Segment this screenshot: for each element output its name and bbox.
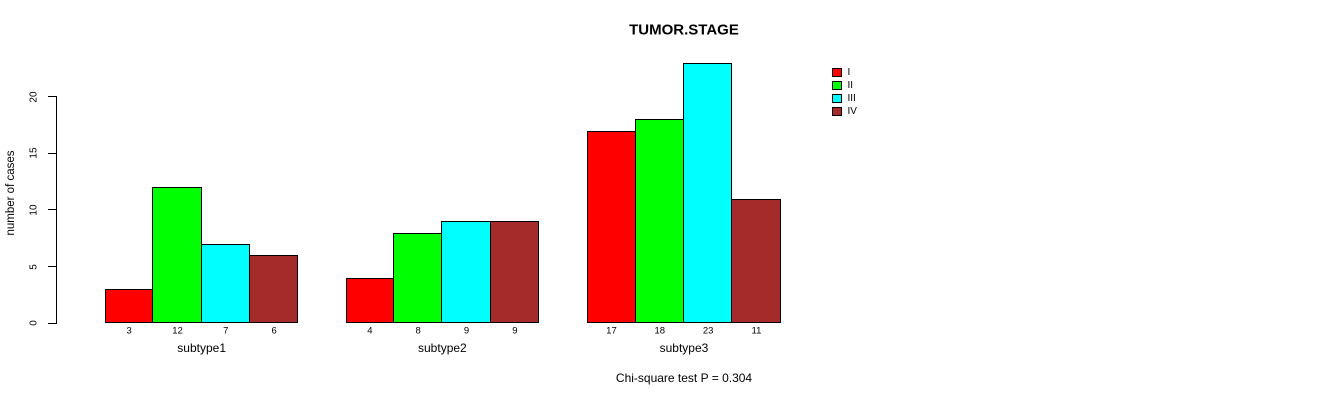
y-tick-label: 10 — [28, 204, 40, 216]
legend-swatch — [832, 67, 842, 78]
bar-subtype3-stage-IV — [731, 198, 781, 324]
y-axis-label: number of cases — [5, 150, 17, 236]
bar-subtype3-stage-III — [682, 62, 733, 324]
bar-subtype3-stage-I — [587, 130, 636, 324]
y-tick — [48, 209, 56, 211]
y-tick — [48, 152, 56, 154]
bar-value-label: 23 — [702, 325, 714, 337]
bar-value-label: 4 — [367, 325, 373, 337]
legend-swatch — [832, 80, 842, 91]
bar-subtype1-stage-I — [105, 289, 154, 324]
legend: I II III IV — [832, 66, 857, 118]
bar-subtype1-stage-III — [200, 243, 250, 324]
category-label-subtype1: subtype1 — [177, 340, 227, 355]
bar-value-label: 7 — [223, 325, 229, 337]
bar-value-label: 6 — [271, 325, 277, 337]
bar-value-label: 8 — [415, 325, 421, 337]
bar-value-label: 12 — [172, 325, 183, 337]
bar-value-label: 9 — [512, 325, 518, 337]
bar-value-label: 3 — [126, 325, 132, 337]
bar-value-label: 17 — [606, 325, 617, 337]
legend-label: IV — [847, 106, 857, 117]
legend-label: II — [847, 80, 854, 91]
category-label-subtype3: subtype3 — [659, 340, 709, 355]
bar-subtype3-stage-II — [634, 119, 684, 324]
y-tick-label: 0 — [28, 320, 40, 327]
legend-label: I — [847, 67, 851, 78]
legend-swatch — [832, 106, 842, 117]
legend-swatch — [832, 93, 842, 104]
legend-entry-I: I — [832, 66, 857, 79]
legend-entry-III: III — [832, 92, 857, 105]
bar-subtype1-stage-IV — [248, 255, 299, 324]
y-tick — [48, 322, 56, 324]
y-tick-label: 15 — [28, 147, 40, 159]
bar-subtype2-stage-IV — [489, 221, 540, 324]
legend-entry-II: II — [832, 79, 857, 92]
bar-subtype1-stage-II — [152, 187, 202, 324]
bar-subtype2-stage-II — [393, 232, 443, 324]
y-tick — [48, 96, 56, 98]
category-label-subtype2: subtype2 — [418, 340, 467, 355]
bar-value-label: 9 — [463, 325, 470, 337]
bar-value-label: 11 — [751, 325, 762, 337]
bar-value-label: 18 — [654, 325, 666, 337]
legend-label: III — [847, 93, 856, 104]
y-tick-label: 5 — [28, 263, 40, 270]
chi-square-annotation: Chi-square test P = 0.304 — [615, 371, 753, 385]
y-tick-label: 20 — [28, 91, 40, 103]
y-tick — [48, 266, 56, 268]
y-axis-line — [56, 96, 57, 324]
chart-title: TUMOR.STAGE — [629, 21, 739, 39]
legend-entry-IV: IV — [832, 105, 857, 118]
bar-subtype2-stage-III — [441, 221, 491, 324]
bar-subtype2-stage-I — [345, 277, 395, 324]
